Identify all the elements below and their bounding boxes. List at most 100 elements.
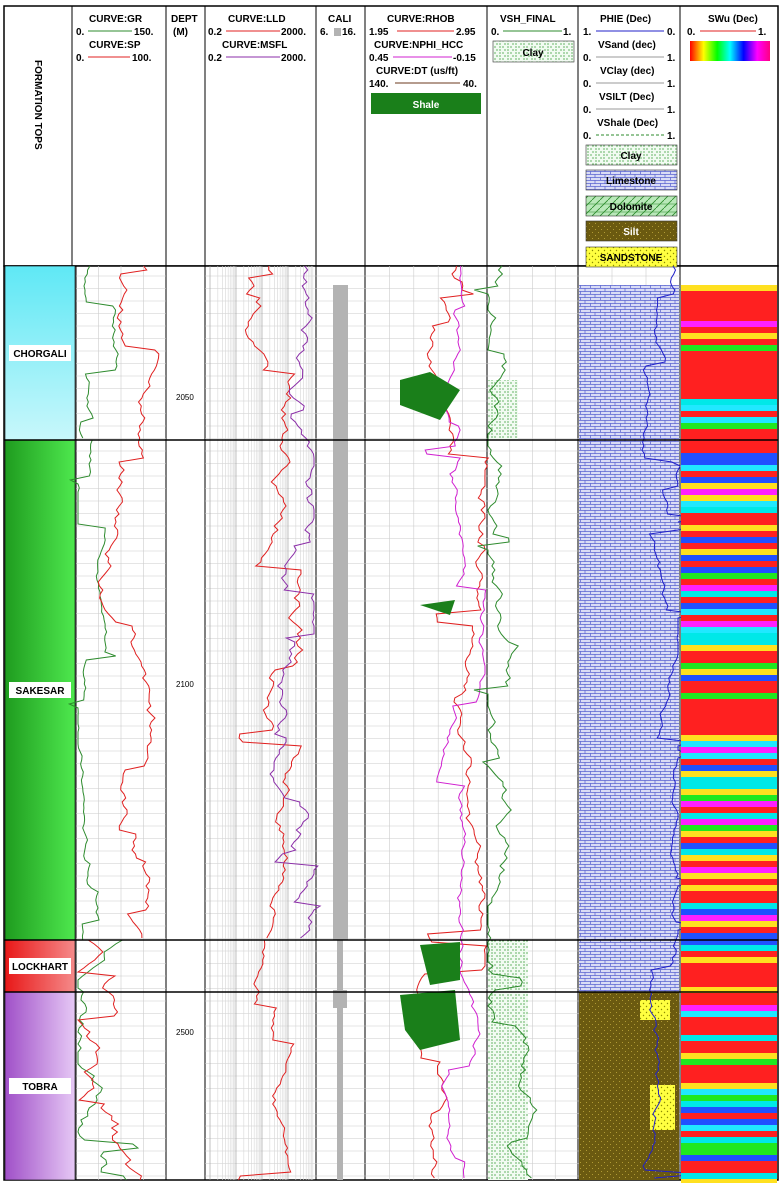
lith-clay-swatch — [585, 144, 678, 166]
swu-fill-band — [681, 783, 777, 789]
swu-fill-band — [681, 897, 777, 903]
swu-fill-band — [681, 855, 777, 861]
swu-fill-band — [681, 573, 777, 579]
swu-fill-band — [681, 765, 777, 771]
vsh-clay-label: Clay — [522, 48, 544, 59]
limestone-fill — [579, 285, 679, 992]
swu-fill-band — [681, 939, 777, 945]
lith-sandstone-swatch — [585, 246, 678, 268]
swu-fill-band — [681, 363, 777, 369]
swu-fill-band — [681, 417, 777, 423]
swu-fill-band — [681, 1089, 777, 1095]
swu-fill-band — [681, 1107, 777, 1113]
swu-fill-band — [681, 987, 777, 993]
swu-fill-band — [681, 861, 777, 867]
depth-label: DEPT — [171, 14, 198, 25]
lith-silt-swatch — [585, 220, 678, 242]
swu-fill-band — [681, 555, 777, 561]
rhob-max: 2.95 — [456, 27, 476, 38]
rhob-label: CURVE:RHOB — [387, 14, 455, 25]
formation-tops-label: FORMATION TOPS — [32, 60, 43, 150]
swu-fill-band — [681, 375, 777, 381]
vsand-max: 1. — [667, 53, 676, 64]
swu-fill-band — [681, 591, 777, 597]
swu-fill-band — [681, 645, 777, 651]
swu-fill-band — [681, 519, 777, 525]
swu-fill-band — [681, 1137, 777, 1143]
swu-fill-band — [681, 759, 777, 765]
swu-fill-band — [681, 891, 777, 897]
swu-fill-band — [681, 771, 777, 777]
lith-limestone-swatch — [585, 169, 678, 191]
swu-fill-band — [681, 975, 777, 981]
gr-min: 0. — [76, 27, 85, 38]
swu-fill-band — [681, 717, 777, 723]
swu-fill-band — [681, 447, 777, 453]
swu-fill-band — [681, 435, 777, 441]
swu-fill-band — [681, 309, 777, 315]
swu-fill-band — [681, 999, 777, 1005]
swu-fill-band — [681, 513, 777, 519]
sp-max: 100. — [132, 53, 152, 64]
cali-fill — [333, 285, 348, 940]
swu-fill-band — [681, 879, 777, 885]
dt-min: 140. — [369, 79, 389, 90]
swu-fill-band — [681, 1155, 777, 1161]
gr-curve — [77, 939, 140, 1181]
swu-fill-band — [681, 585, 777, 591]
swu-fill-band — [681, 831, 777, 837]
gr-curve — [78, 265, 119, 439]
swu-fill-band — [681, 657, 777, 663]
swu-fill-band — [681, 285, 777, 291]
swu-fill-band — [681, 351, 777, 357]
nphi-min: 0.45 — [369, 53, 389, 64]
swu-fill-band — [681, 993, 777, 999]
swu-fill-band — [681, 1053, 777, 1059]
sp-label: CURVE:SP — [89, 40, 141, 51]
swu-fill-band — [681, 477, 777, 483]
swu-fill-band — [681, 885, 777, 891]
swu-fill-band — [681, 327, 777, 333]
swu-fill-band — [681, 1011, 777, 1017]
swu-fill-band — [681, 1023, 777, 1029]
swu-fill-band — [681, 1005, 777, 1011]
log-curves — [67, 265, 777, 1183]
shale-fill — [420, 942, 460, 985]
swu-label: SWu (Dec) — [708, 14, 758, 25]
depth-track: 2050 2100 2500 — [176, 393, 194, 1037]
gr-curve — [67, 439, 116, 941]
swu-fill-band — [681, 795, 777, 801]
formation-boundaries — [4, 439, 778, 993]
swu-fill-band — [681, 777, 777, 783]
shale-fill-swatch — [371, 93, 481, 114]
swu-fill-band — [681, 687, 777, 693]
msfl-curve — [269, 265, 322, 939]
swu-fill-band — [681, 633, 777, 639]
swu-fill-band — [681, 609, 777, 615]
swu-fill-band — [681, 669, 777, 675]
depth-tick-label: 2100 — [176, 680, 194, 689]
vsilt-max: 1. — [667, 105, 676, 116]
sandstone-fill — [640, 1000, 670, 1020]
swu-fill-band — [681, 345, 777, 351]
swu-fill-band — [681, 825, 777, 831]
swu-fill-band — [681, 693, 777, 699]
phie-label: PHIE (Dec) — [600, 14, 651, 25]
swu-fill-band — [681, 1095, 777, 1101]
swu-fill-band — [681, 957, 777, 963]
swu-min: 0. — [687, 27, 696, 38]
swu-fill-band — [681, 471, 777, 477]
cali-fill — [333, 990, 347, 1008]
swu-fill-band — [681, 1173, 777, 1179]
rhob-min: 1.95 — [369, 27, 389, 38]
swu-fill-band — [681, 837, 777, 843]
dt-label: CURVE:DT (us/ft) — [376, 66, 458, 77]
swu-fill-band — [681, 465, 777, 471]
swu-fill-band — [681, 747, 777, 753]
swu-fill-band — [681, 303, 777, 309]
swu-max: 1. — [758, 27, 767, 38]
sp-min: 0. — [76, 53, 85, 64]
nphi-label: CURVE:NPHI_HCC — [374, 40, 463, 51]
vsilt-min: 0. — [583, 105, 592, 116]
